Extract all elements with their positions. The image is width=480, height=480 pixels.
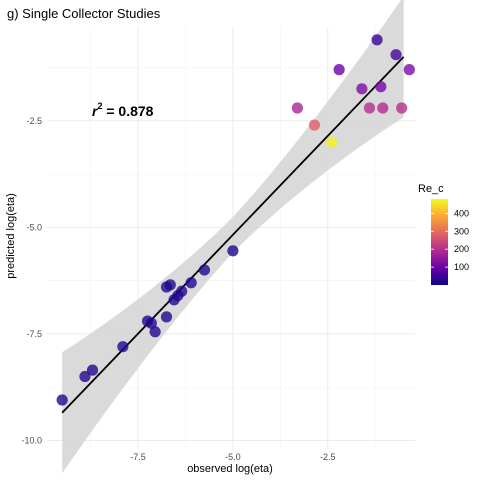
data-point <box>375 81 387 93</box>
data-point <box>390 49 402 61</box>
confidence-band <box>62 0 404 474</box>
r-squared-annotation: r2 = 0.878 <box>92 101 154 119</box>
r-squared-base: r <box>92 103 99 119</box>
data-point <box>149 326 161 338</box>
data-point <box>176 285 188 297</box>
data-points <box>56 34 415 406</box>
y-tick-label: -7.5 <box>26 329 42 339</box>
data-point <box>377 102 389 114</box>
chart-title: g) Single Collector Studies <box>7 6 161 21</box>
data-point <box>371 34 383 46</box>
data-point <box>396 102 408 114</box>
data-point <box>291 102 303 114</box>
x-tick-label: -2.5 <box>320 452 336 462</box>
data-point <box>117 341 129 353</box>
y-tick-label: -5.0 <box>26 222 42 232</box>
confidence-band-area <box>62 0 404 474</box>
regression-line-path <box>61 56 405 414</box>
data-point <box>86 364 99 376</box>
legend-label: 200 <box>454 244 469 254</box>
data-point <box>363 102 376 114</box>
r-squared-value: = 0.878 <box>102 103 153 119</box>
data-point <box>308 119 321 131</box>
regression-line <box>61 56 405 414</box>
data-point <box>160 311 173 323</box>
data-point <box>164 279 176 291</box>
data-point <box>356 83 368 95</box>
data-point <box>333 64 345 76</box>
legend-title: Re_c <box>418 183 444 195</box>
axis-ticks: -7.5 -5.0 -2.5 -10.0 -7.5 -5.0 -2.5 <box>21 116 335 462</box>
x-axis-title: observed log(eta) <box>187 463 273 475</box>
data-point <box>198 264 211 276</box>
y-tick-label: -2.5 <box>26 116 42 126</box>
data-point <box>56 394 68 406</box>
data-point <box>79 370 91 383</box>
legend-ticks: 100 200 300 400 <box>431 208 469 272</box>
data-point <box>145 317 157 329</box>
legend-label: 400 <box>454 208 469 218</box>
data-point <box>325 136 338 148</box>
data-point <box>185 277 197 289</box>
y-tick-label: -10.0 <box>21 435 42 445</box>
y-axis-title: predicted log(eta) <box>5 193 17 279</box>
data-point <box>227 245 239 257</box>
x-tick-label: -5.0 <box>225 452 241 462</box>
color-legend: Re_c 100 200 300 400 <box>418 183 469 285</box>
r-squared-exponent: 2 <box>97 101 102 111</box>
legend-colorbar <box>431 199 448 285</box>
legend-label: 300 <box>454 226 469 236</box>
x-tick-label: -7.5 <box>130 452 146 462</box>
data-point <box>403 64 415 76</box>
legend-label: 100 <box>454 262 469 272</box>
